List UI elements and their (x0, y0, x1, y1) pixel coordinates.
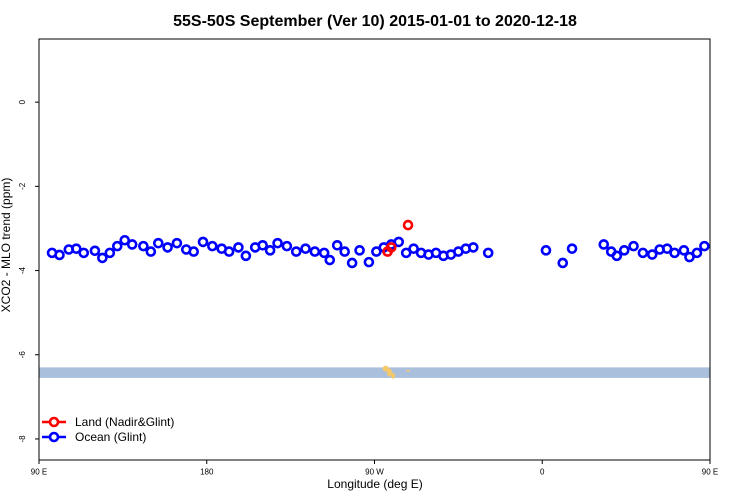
ocean-point (290, 246, 302, 257)
y-tick-label: 0 (18, 99, 27, 104)
y-axis-label: XCO2 - MLO trend (ppm) (0, 178, 13, 313)
ocean-point (240, 250, 252, 262)
legend-marker (48, 416, 60, 428)
ocean-point (540, 245, 552, 256)
ocean-point (618, 245, 630, 256)
ocean-point (363, 256, 375, 268)
legend: Land (Nadir&Glint)Ocean (Glint) (42, 415, 174, 444)
ocean-point (126, 239, 138, 250)
x-tick-label: 90 E (702, 468, 718, 477)
ocean-point (637, 247, 649, 259)
ocean-point (70, 243, 82, 254)
data-points (46, 219, 710, 269)
land-point (385, 242, 397, 253)
land-point (402, 219, 414, 231)
x-axis: 90 E 180 90 W 0 90 E (31, 460, 718, 477)
x-tick-label: 0 (540, 468, 545, 477)
ocean-point (111, 240, 123, 252)
ocean-point (699, 240, 710, 252)
ocean-point (119, 234, 131, 246)
land-band (39, 365, 710, 379)
legend-label: Ocean (Glint) (75, 430, 146, 444)
ocean-point (339, 246, 350, 257)
ocean-point (482, 247, 494, 259)
ocean-point (257, 239, 268, 251)
ocean-point (354, 245, 365, 256)
ocean-point (400, 247, 412, 259)
ocean-point (272, 237, 283, 249)
ocean-point (207, 240, 218, 252)
land-mass-patch (386, 368, 392, 377)
x-tick-label: 180 (200, 468, 214, 477)
y-tick-label: -4 (18, 266, 27, 274)
ocean-point (346, 257, 358, 269)
ocean-point (646, 249, 658, 260)
ocean-point (138, 240, 149, 252)
ocean-point (467, 242, 479, 253)
land-mass-patch (406, 369, 410, 372)
ocean-point (300, 243, 311, 254)
ocean-point (89, 245, 101, 257)
ocean-point (324, 254, 336, 266)
y-axis: 0 -2 -4 -6 -8 (18, 99, 39, 443)
ocean-point (684, 251, 695, 263)
ocean-point (691, 247, 703, 259)
ocean-point (393, 236, 405, 248)
x-axis-label: Longitude (deg E) (327, 477, 422, 491)
land-mask-strip (39, 367, 710, 378)
ocean-point (331, 239, 343, 251)
ocean-point (97, 252, 108, 264)
ocean-point (188, 246, 200, 257)
ocean-point (264, 245, 276, 256)
x-tick-label: 90 E (31, 468, 47, 477)
ocean-point (557, 257, 569, 269)
ocean-point (661, 243, 673, 254)
ocean-point (104, 247, 116, 259)
legend-marker (48, 431, 60, 443)
ocean-point (318, 247, 330, 259)
ocean-point (223, 246, 235, 257)
ocean-point (678, 245, 690, 256)
ocean-point (309, 246, 321, 257)
ocean-point (566, 243, 578, 254)
x-tick-label: 90 W (365, 468, 384, 477)
ocean-point (281, 240, 293, 252)
ocean-point (371, 246, 382, 257)
ocean-point (408, 243, 419, 254)
ocean-point (78, 247, 90, 259)
y-tick-label: -2 (18, 182, 27, 190)
ocean-point (669, 247, 680, 259)
ocean-point (54, 249, 65, 261)
ocean-point (197, 236, 209, 248)
ocean-point (628, 240, 639, 252)
legend-label: Land (Nadir&Glint) (75, 415, 174, 429)
ocean-point (233, 242, 244, 253)
ocean-point (162, 242, 173, 253)
ocean-point (171, 237, 183, 249)
land-mass-patch (382, 365, 389, 372)
land-mass-patch (391, 372, 396, 379)
ocean-point (145, 246, 157, 257)
ocean-point (598, 239, 610, 250)
chart-title: 55S-50S September (Ver 10) 2015-01-01 to… (173, 13, 577, 30)
ocean-point (152, 237, 164, 249)
y-tick-label: -6 (18, 351, 27, 359)
ocean-point (611, 250, 623, 262)
y-tick-label: -8 (18, 435, 27, 443)
